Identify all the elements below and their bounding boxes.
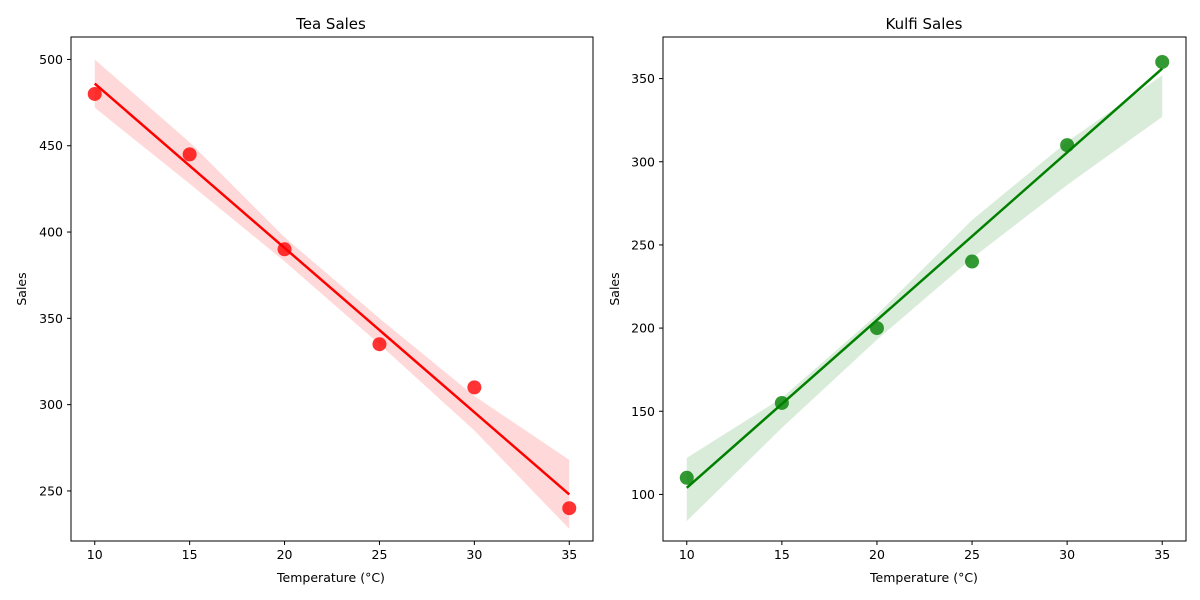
x-axis-label: Temperature (°C) (276, 570, 385, 585)
kulfi-data-point (679, 470, 694, 485)
y-tick-label: 300 (631, 154, 655, 169)
x-tick-label: 30 (1059, 547, 1075, 562)
kulfi-data-point (1155, 54, 1170, 69)
tea-data-point (467, 380, 482, 395)
kulfi-data-point (774, 395, 789, 410)
plot-frame (662, 36, 1187, 542)
y-tick-label: 350 (39, 311, 63, 326)
tea-data-point (372, 337, 387, 352)
y-tick-label: 350 (631, 71, 655, 86)
tea-data-point (277, 242, 292, 257)
kulfi-sales-chart: Kulfi Sales Temperature (°C) Sales 10 15 2… (607, 15, 1187, 585)
x-tick-label: 25 (964, 547, 980, 562)
y-axis-label: Sales (14, 272, 29, 305)
chart-title: Kulfi Sales (886, 15, 963, 33)
kulfi-confidence-band (686, 75, 1163, 522)
y-tick-label: 450 (39, 138, 63, 153)
kulfi-regression-line (685, 67, 1164, 489)
kulfi-data-point (965, 254, 980, 269)
x-axis-label: Temperature (°C) (869, 570, 978, 585)
x-tick-label: 30 (466, 547, 482, 562)
x-tick-label: 15 (774, 547, 790, 562)
y-tick-label: 150 (631, 404, 655, 419)
plot-frame (70, 36, 594, 542)
x-tick-label: 20 (869, 547, 885, 562)
y-tick-label: 400 (39, 225, 63, 240)
tea-regression-line (93, 82, 571, 496)
x-tick-label: 35 (1154, 547, 1170, 562)
y-tick-label: 200 (631, 321, 655, 336)
kulfi-data-point (869, 321, 884, 336)
kulfi-data-point (1060, 138, 1075, 153)
y-tick-label: 250 (631, 237, 655, 252)
tea-data-point (87, 86, 102, 101)
x-tick-label: 25 (372, 547, 388, 562)
y-tick-label: 500 (39, 52, 63, 67)
tea-confidence-band (94, 59, 570, 529)
y-tick-label: 250 (39, 483, 63, 498)
x-tick-label: 20 (277, 547, 293, 562)
x-tick-label: 10 (87, 547, 103, 562)
y-tick-label: 300 (39, 397, 63, 412)
tea-data-point (562, 501, 577, 516)
y-axis-label: Sales (607, 272, 622, 305)
tea-data-point (182, 147, 197, 162)
x-tick-label: 10 (679, 547, 695, 562)
x-tick-label: 15 (182, 547, 198, 562)
y-tick-label: 100 (631, 487, 655, 502)
x-tick-label: 35 (561, 547, 577, 562)
chart-title: Tea Sales (295, 15, 366, 33)
tea-sales-chart: Tea Sales Temperature (°C) Sales 10 15 20 2… (14, 15, 594, 585)
